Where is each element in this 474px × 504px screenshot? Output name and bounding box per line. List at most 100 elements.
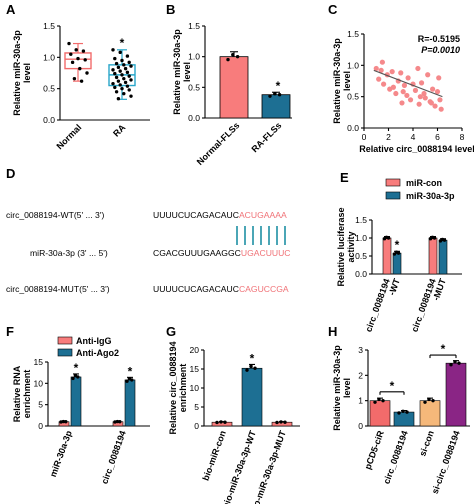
bar <box>445 362 467 427</box>
data-point <box>235 54 240 59</box>
x-tick-label: pCD5-ciR <box>363 429 386 471</box>
data-point <box>400 89 406 95</box>
data-point <box>113 56 117 61</box>
data-point <box>111 68 115 72</box>
x-axis-label: Relative circ_0088194 level <box>359 144 474 154</box>
x-tick-label: 4 <box>411 132 416 142</box>
data-point <box>389 69 395 75</box>
panel-label-c: C <box>328 2 338 17</box>
legend-swatch <box>385 178 401 187</box>
y-tick-label: 0.0 <box>355 269 367 279</box>
y-tick-label: 1.0 <box>43 52 55 62</box>
x-tick-label: RA-FLSs <box>249 120 283 154</box>
y-tick-label: 10 <box>190 383 200 393</box>
data-point <box>67 41 71 46</box>
chart-h-bar-chart: 0 1 2 3 Relative miR-30a-3p level pCD5-ciRcirc… <box>332 342 470 495</box>
data-point <box>129 64 133 68</box>
data-point <box>401 409 405 414</box>
sequence-alignment: circ_0088194-WT(5' ... 3') UUUUCUCAGACAU… <box>6 210 291 294</box>
y-tick-label: 2 <box>358 370 363 380</box>
data-point <box>401 82 408 88</box>
data-point <box>273 92 277 96</box>
data-point <box>81 49 86 53</box>
x-tick-label: si-con <box>417 429 435 457</box>
data-point <box>123 80 128 85</box>
y-axis-label: Relative RNA <box>12 365 22 422</box>
y-tick-label: 1.5 <box>355 215 367 225</box>
data-point <box>76 56 80 61</box>
data-point <box>114 75 119 80</box>
significance-star: * <box>390 379 395 393</box>
base-pair-lines <box>236 226 286 245</box>
data-point <box>111 48 115 52</box>
data-point <box>373 65 379 72</box>
chart-b-bar-chart: 0.0 0.5 1.0 1.5 Relative miR-30a-3p level Norm… <box>172 21 292 167</box>
legend-swatch <box>57 336 73 345</box>
mut-sequence-black: UUUUCUCAGACAUC <box>153 284 239 294</box>
x-tick-label: circ_0088194 <box>409 277 438 333</box>
data-point <box>76 375 80 379</box>
y-tick-label: 0.5 <box>355 251 367 261</box>
chart-e-luciferase-bar-chart: 0.0 0.5 1.0 1.5 Relative luciferase activity m… <box>336 178 462 333</box>
data-point <box>396 251 401 255</box>
data-point <box>407 97 414 103</box>
data-point <box>122 76 126 81</box>
x-tick-label: RA <box>111 122 128 139</box>
data-point <box>114 90 119 94</box>
y-axis-label: level <box>342 378 352 398</box>
bar <box>124 379 136 427</box>
data-point <box>127 88 131 92</box>
x-tick-label: circ_0088194 <box>363 277 392 333</box>
box <box>64 52 92 70</box>
data-point <box>74 48 78 52</box>
data-point <box>122 91 126 96</box>
panel-label-g: G <box>166 324 176 339</box>
data-point <box>120 86 124 91</box>
data-point <box>71 376 75 381</box>
data-point <box>118 83 122 87</box>
data-point <box>125 70 130 75</box>
regression-line <box>373 69 443 98</box>
y-tick-label: 0 <box>358 421 363 431</box>
y-axis-label: enrichment <box>22 370 32 419</box>
legend-swatch <box>57 348 73 357</box>
y-tick-label: 1.0 <box>188 52 200 62</box>
mir-sequence-label: miR-30a-3p (3' ... 5') <box>30 248 108 258</box>
bar <box>438 239 448 275</box>
significance-star: * <box>276 79 281 93</box>
x-tick-label: Normal <box>54 122 83 151</box>
data-point <box>376 76 382 82</box>
p-value: P=0.0010 <box>421 45 460 55</box>
x-tick-label: 8 <box>460 132 465 142</box>
data-point <box>122 63 126 67</box>
data-point <box>425 72 431 78</box>
data-point <box>427 397 431 402</box>
y-axis-label: Relative miR-30a-3p <box>12 30 22 116</box>
data-point <box>64 420 68 424</box>
data-point <box>277 92 282 97</box>
y-axis-label: Relative miR-30a-3p <box>332 345 342 431</box>
bar <box>241 367 263 427</box>
mir-sequence-seed: UGACUUUC <box>241 248 291 258</box>
y-tick-label: 1.5 <box>347 29 359 39</box>
data-point <box>249 364 253 369</box>
y-tick-label: 0.5 <box>43 84 55 94</box>
panel-label-b: B <box>166 2 175 17</box>
data-point <box>120 58 124 63</box>
data-point <box>438 106 444 112</box>
data-point <box>113 85 117 90</box>
data-point <box>398 70 404 76</box>
data-point <box>114 61 119 66</box>
chart-g-pulldown-bar-chart: 0 5 10 15 20 Relative circ_0088194 enrichment b… <box>168 341 300 504</box>
data-point <box>431 398 435 403</box>
bar <box>369 400 391 427</box>
y-axis-label: activity <box>346 231 356 262</box>
significance-star: * <box>74 361 79 375</box>
mut-sequence-mutant: CAGUCCG <box>239 284 283 294</box>
y-tick-label: 1.0 <box>347 60 359 70</box>
data-point <box>432 103 438 109</box>
x-tick-label: circ_0088194 <box>99 429 128 485</box>
x-tick-label: 2 <box>386 132 391 142</box>
y-axis-label: Relative circ_0088194 <box>168 341 178 434</box>
panel-label-e: E <box>340 170 349 185</box>
